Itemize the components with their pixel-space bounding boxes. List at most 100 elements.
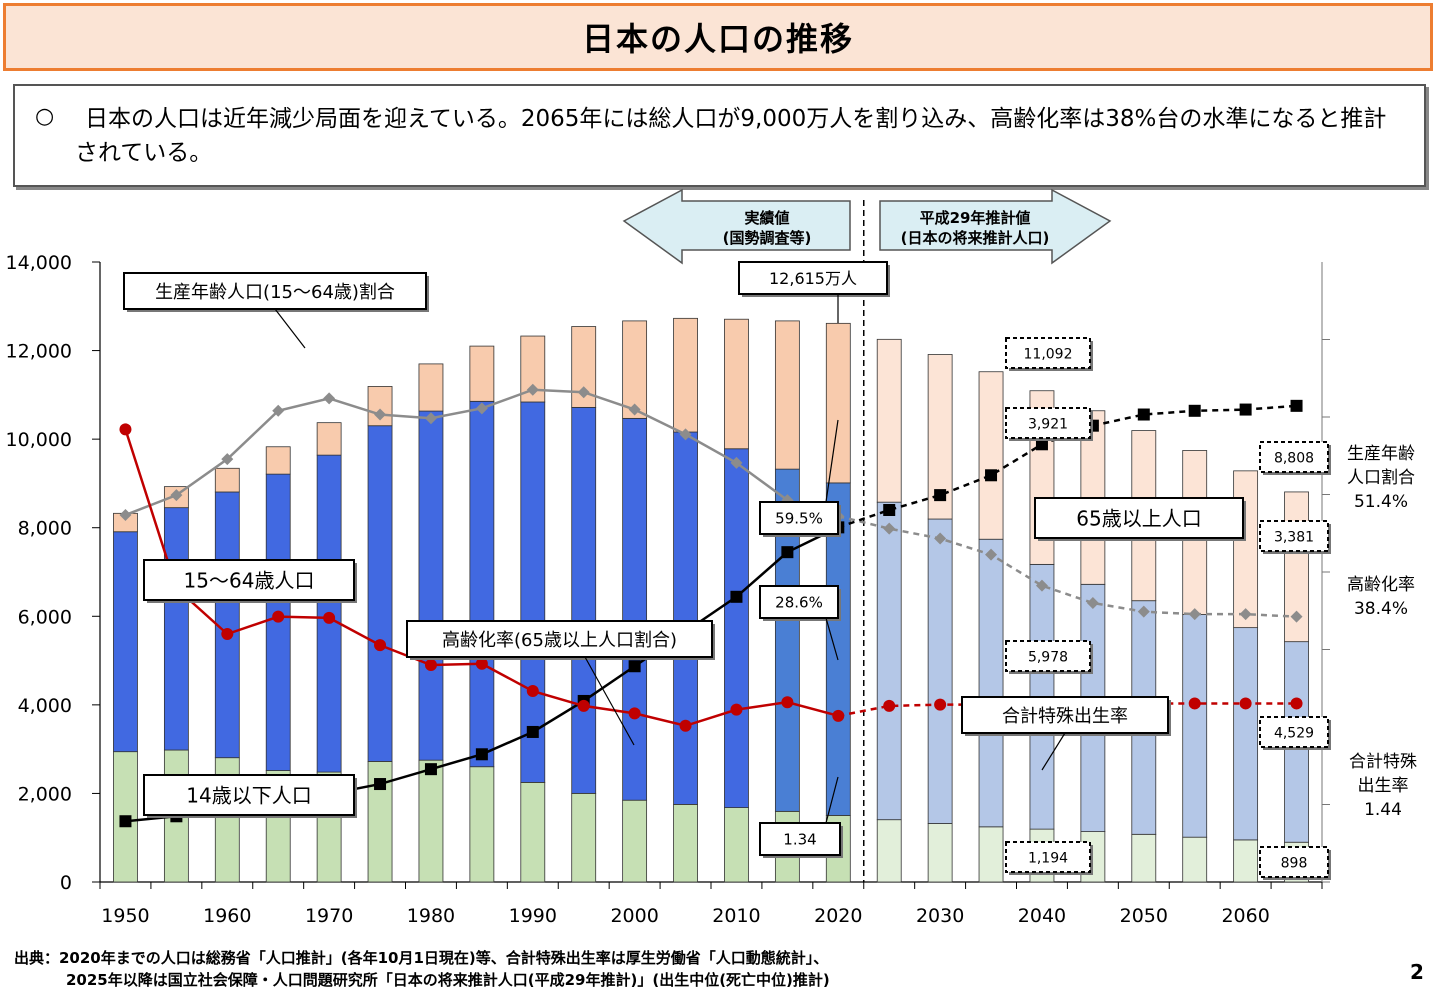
aging-rate-label-text: 高齢化率(65歳以上人口割合) xyxy=(442,630,677,651)
age-65-label-box xyxy=(1034,497,1244,539)
right-tfr-label: 出生率 xyxy=(1358,776,1409,796)
age-0-14-label-box xyxy=(143,774,355,816)
bar-age-65-plus xyxy=(469,345,495,402)
value-134-label-text: 1.34 xyxy=(783,831,816,849)
projection-arrow-subtitle: (日本の将来推計人口) xyxy=(901,229,1050,247)
value-2065-65plus-text: 3,381 xyxy=(1274,529,1314,545)
working-age-ratio-point xyxy=(679,428,692,441)
y-tick-label: 10,000 xyxy=(6,429,72,451)
page-title: 日本の人口の推移 xyxy=(581,20,854,58)
y-tick-label: 14,000 xyxy=(6,252,72,274)
bar-age-65-plus xyxy=(876,338,902,503)
x-tick-label: 1980 xyxy=(407,905,455,927)
x-tick-label: 2060 xyxy=(1221,905,1269,927)
value-2040-15-64-text: 5,978 xyxy=(1028,649,1068,665)
fertility-rate-point xyxy=(781,696,794,709)
working-age-ratio-point xyxy=(374,408,387,421)
bar-age-15-64 xyxy=(469,400,495,768)
bar-age-15-64 xyxy=(367,425,393,762)
actual-arrow-title: 実績値 xyxy=(744,209,789,227)
bar-age-0-14 xyxy=(622,799,648,883)
aging-rate-point xyxy=(526,725,539,738)
bar-age-65-plus xyxy=(724,318,749,450)
right-tfr-label: 1.44 xyxy=(1364,800,1402,820)
value-595-label-text: 59.5% xyxy=(775,510,823,528)
working-age-ratio-point xyxy=(526,383,539,396)
fertility-rate-point xyxy=(374,639,387,652)
age-15-64-label-text: 15〜64歳人口 xyxy=(184,569,315,593)
aging-rate-point xyxy=(1035,438,1048,451)
right-working-label: 51.4% xyxy=(1354,492,1408,512)
working-age-ratio-leader xyxy=(274,308,306,349)
fertility-rate-point xyxy=(679,719,692,732)
fertility-rate-point xyxy=(934,698,947,711)
value-2040-0-14-box xyxy=(1005,841,1091,873)
bar-age-15-64 xyxy=(113,531,138,753)
bar-age-65-plus xyxy=(214,467,240,493)
value-2065-0-14-text: 898 xyxy=(1281,855,1308,871)
aging-rate-point xyxy=(475,748,488,761)
actual-arrow-subtitle: (国勢調査等) xyxy=(723,229,812,247)
aging-rate-leader xyxy=(584,656,635,746)
working-age-ratio-point xyxy=(119,508,132,521)
working-age-ratio-point xyxy=(272,404,285,417)
working-age-ratio-point xyxy=(1137,605,1150,618)
x-tick-label: 1990 xyxy=(509,905,557,927)
y-tick-label: 6,000 xyxy=(18,606,72,628)
x-tick-label: 1960 xyxy=(203,905,251,927)
bar-age-0-14 xyxy=(571,792,597,883)
fertility-rate-label-text: 合計特殊出生率 xyxy=(1002,706,1128,727)
source-note: 出典：2020年までの人口は総務省「人口推計」(各年10月1日現在)等、合計特殊… xyxy=(14,947,830,991)
bar-age-0-14 xyxy=(673,804,698,883)
x-tick-label: 2010 xyxy=(712,905,760,927)
fertility-rate-point xyxy=(883,699,896,712)
y-tick-label: 4,000 xyxy=(18,695,72,717)
bar-age-65-plus xyxy=(774,320,800,470)
projection-arrow-title: 平成29年推計値 xyxy=(920,209,1031,227)
bullet-icon: ○ xyxy=(35,104,55,129)
summary-box: ○ 日本の人口は近年減少局面を迎えている。2065年には総人口が9,000万人を… xyxy=(13,84,1426,187)
aging-rate-line-projection xyxy=(837,404,1297,529)
bar-age-0-14 xyxy=(724,807,749,883)
y-tick-label: 0 xyxy=(60,872,72,894)
fertility-rate-point xyxy=(424,659,437,671)
source-line-2: 2025年以降は国立社会保障・人口問題研究所「日本の将来推計人口(平成29年推計… xyxy=(66,971,830,989)
aging-rate-point xyxy=(1290,399,1303,412)
aging-rate-point xyxy=(424,763,437,776)
working-age-ratio-point xyxy=(628,403,641,416)
actual-arrow xyxy=(622,188,851,265)
value-2040-0-14-text: 1,194 xyxy=(1028,850,1068,866)
value-2040-65plus-text: 3,921 xyxy=(1028,416,1068,432)
bar-age-0-14 xyxy=(927,823,953,883)
title-bar: 日本の人口の推移 xyxy=(3,3,1433,71)
bar-age-0-14 xyxy=(1233,839,1259,883)
x-tick-label: 2020 xyxy=(814,905,862,927)
working-age-ratio-point xyxy=(1239,608,1252,621)
value-134-label-box xyxy=(759,822,841,856)
bar-age-15-64 xyxy=(876,501,902,821)
x-tick-label: 1950 xyxy=(101,905,149,927)
value-2040-total-text: 11,092 xyxy=(1024,346,1073,362)
value-2065-15-64-text: 4,529 xyxy=(1274,725,1314,741)
bar-age-0-14 xyxy=(1182,836,1208,883)
value-2040-total-box xyxy=(1005,337,1091,369)
working-age-ratio-point xyxy=(730,456,743,469)
working-age-ratio-point xyxy=(934,532,947,545)
value-286-leader xyxy=(825,617,839,661)
fertility-rate-point xyxy=(526,685,539,698)
bar-age-15-64 xyxy=(978,538,1004,828)
x-tick-label: 2040 xyxy=(1018,905,1066,927)
working-age-ratio-point xyxy=(1035,579,1048,592)
age-0-14-label-text: 14歳以下人口 xyxy=(186,784,311,808)
bar-age-65-plus xyxy=(978,371,1004,540)
aging-rate-point xyxy=(628,660,641,673)
x-tick-label: 1970 xyxy=(305,905,353,927)
bar-age-15-64 xyxy=(927,518,953,824)
aging-rate-point xyxy=(1188,404,1201,417)
right-aging-label: 38.4% xyxy=(1354,599,1408,619)
working-age-ratio-point xyxy=(475,402,488,415)
fertility-rate-point xyxy=(1290,697,1303,710)
fertility-rate-point xyxy=(832,709,845,722)
right-working-label: 生産年齢 xyxy=(1347,444,1415,464)
